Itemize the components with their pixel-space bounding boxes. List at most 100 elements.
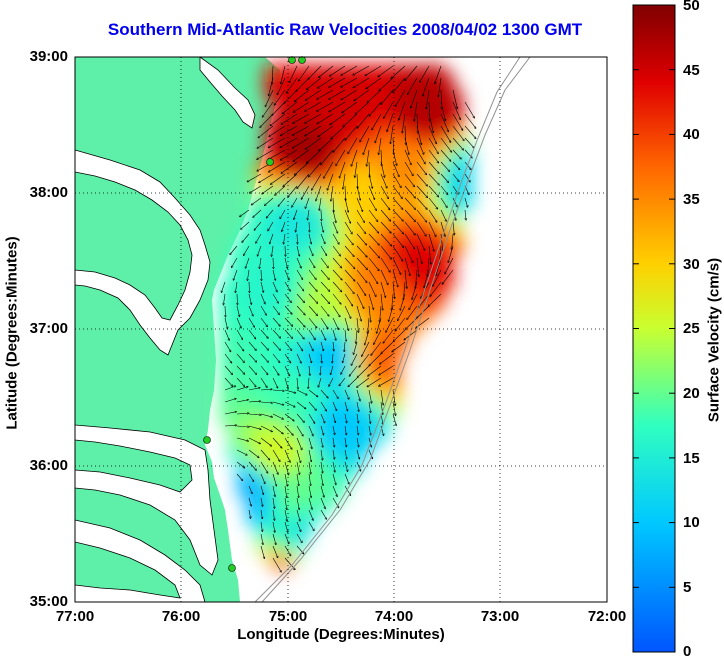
velocity-arrow xyxy=(433,269,442,286)
velocity-arrow xyxy=(248,509,251,518)
velocity-arrow xyxy=(288,185,298,197)
velocity-cell xyxy=(273,109,284,120)
velocity-arrow xyxy=(341,77,358,87)
velocity-cell xyxy=(291,271,302,282)
velocity-arrow xyxy=(308,281,317,291)
velocity-arrow xyxy=(268,137,286,148)
velocity-cell xyxy=(417,244,428,255)
velocity-cell xyxy=(408,253,419,264)
velocity-arrow xyxy=(284,269,289,280)
velocity-cell xyxy=(300,361,311,372)
velocity-arrow xyxy=(440,125,451,142)
velocity-cell xyxy=(246,442,257,453)
velocity-arrow xyxy=(404,245,413,263)
velocity-cell xyxy=(444,271,455,282)
velocity-cell xyxy=(300,532,311,543)
velocity-cell xyxy=(255,523,266,534)
velocity-arrow xyxy=(260,521,262,531)
velocity-cell xyxy=(291,469,302,480)
velocity-cell xyxy=(363,298,374,309)
velocity-arrow xyxy=(296,533,302,543)
velocity-cell xyxy=(273,397,284,408)
velocity-cell xyxy=(336,388,347,399)
velocity-arrow xyxy=(424,269,430,288)
velocity-cell xyxy=(453,136,464,147)
velocity-cell xyxy=(300,379,311,390)
velocity-cell xyxy=(426,235,437,246)
velocity-arrow xyxy=(296,77,310,91)
velocity-cell xyxy=(264,460,275,471)
velocity-arrow xyxy=(404,137,409,154)
velocity-arrow xyxy=(284,389,296,393)
velocity-cell xyxy=(372,199,383,210)
velocity-cell xyxy=(255,469,266,480)
velocity-cell xyxy=(354,325,365,336)
velocity-cell xyxy=(354,451,365,462)
velocity-cell xyxy=(354,442,365,453)
velocity-cell xyxy=(426,91,437,102)
velocity-arrow xyxy=(356,425,358,435)
velocity-arrow xyxy=(320,269,329,279)
velocity-cell xyxy=(453,208,464,219)
velocity-cell xyxy=(399,127,410,138)
velocity-cell xyxy=(318,361,329,372)
velocity-cell xyxy=(327,262,338,273)
velocity-arrow xyxy=(374,329,382,344)
velocity-cell xyxy=(381,370,392,381)
velocity-cell xyxy=(426,163,437,174)
velocity-cell xyxy=(345,325,356,336)
velocity-cell xyxy=(246,361,257,372)
velocity-arrow xyxy=(272,269,275,280)
velocity-arrow xyxy=(377,317,382,333)
velocity-arrow xyxy=(332,257,342,268)
velocity-arrow xyxy=(296,341,303,351)
albemarle-sound xyxy=(75,424,219,576)
velocity-cell xyxy=(264,82,275,93)
velocity-arrow xyxy=(225,305,226,317)
velocity-cell xyxy=(372,136,383,147)
velocity-cell xyxy=(282,73,293,84)
x-tick-label: 75:00 xyxy=(268,608,308,625)
velocity-cell xyxy=(381,397,392,408)
velocity-cell xyxy=(426,190,437,201)
velocity-arrow xyxy=(392,401,396,416)
velocity-arrow xyxy=(332,449,334,459)
velocity-arrow xyxy=(393,77,406,92)
velocity-cell xyxy=(291,388,302,399)
velocity-cell xyxy=(318,307,329,318)
velocity-arrow xyxy=(392,281,395,298)
velocity-arrow xyxy=(248,377,256,387)
velocity-cell xyxy=(381,253,392,264)
velocity-arrow xyxy=(381,341,394,354)
velocity-cell xyxy=(309,361,320,372)
velocity-cell xyxy=(354,316,365,327)
velocity-cell xyxy=(318,100,329,111)
velocity-cell xyxy=(228,424,239,435)
velocity-arrow xyxy=(428,125,436,144)
velocity-cell xyxy=(327,397,338,408)
velocity-arrow xyxy=(464,125,476,139)
velocity-arrow xyxy=(367,89,382,102)
velocity-arrow xyxy=(464,113,476,128)
velocity-arrow xyxy=(289,65,298,83)
velocity-cell xyxy=(237,316,248,327)
velocity-arrow xyxy=(319,65,334,78)
velocity-arrow xyxy=(224,412,236,415)
velocity-cell xyxy=(291,424,302,435)
velocity-cell xyxy=(336,163,347,174)
velocity-arrow xyxy=(415,269,418,288)
velocity-cell xyxy=(354,208,365,219)
velocity-arrow xyxy=(329,101,346,112)
delaware-bay xyxy=(199,57,256,129)
velocity-cell xyxy=(282,91,293,102)
velocity-cell xyxy=(444,190,455,201)
velocity-cell xyxy=(453,100,464,111)
velocity-arrow xyxy=(305,101,322,111)
velocity-arrow xyxy=(223,293,226,305)
velocity-cell xyxy=(390,235,401,246)
velocity-cell xyxy=(390,226,401,237)
y-axis-label: Latitude (Degrees:Minutes) xyxy=(3,236,21,430)
velocity-cell xyxy=(363,64,374,75)
velocity-cell xyxy=(291,451,302,462)
velocity-cell xyxy=(426,244,437,255)
